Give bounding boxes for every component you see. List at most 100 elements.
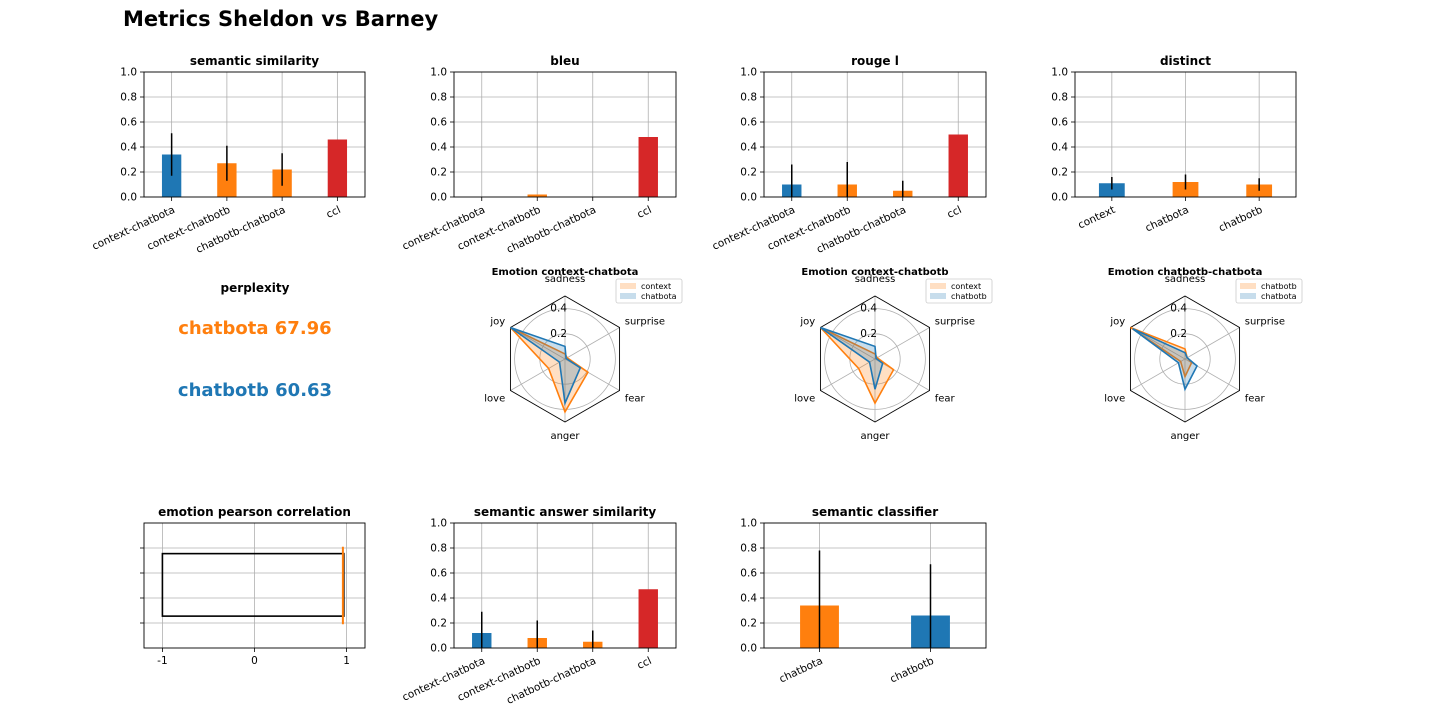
- radar-axis-label-joy: joy: [1109, 317, 1125, 328]
- xtick-label: chatbotb: [1217, 204, 1265, 235]
- chart-title: semantic classifier: [812, 505, 938, 519]
- radar-axis-label-anger: anger: [550, 431, 580, 442]
- legend-box: [925, 278, 993, 304]
- bar-ccl: [327, 139, 348, 197]
- radar-axis-label-joy: joy: [489, 317, 505, 328]
- ytick-label: 1.0: [430, 67, 447, 79]
- legend-box: [615, 278, 683, 304]
- plot-frame: [453, 71, 677, 198]
- ytick-label: 1.0: [430, 518, 447, 530]
- bar-context-chatbotb: [527, 194, 547, 197]
- radar-series-chatbotb: [819, 326, 884, 390]
- bar-ccl: [638, 137, 658, 197]
- radar-axis-label-sadness: sadness: [1165, 274, 1206, 285]
- ytick-label: 0.8: [1051, 92, 1068, 104]
- ytick-label: 0.6: [740, 568, 757, 580]
- legend-label: context: [951, 282, 981, 291]
- ytick-label: 0.6: [740, 117, 757, 129]
- perplexity-value: chatbota 67.96: [178, 318, 331, 339]
- xtick-label: chatbota: [777, 655, 824, 686]
- bar-ccl: [948, 134, 968, 197]
- radar-axis-label-anger: anger: [1170, 431, 1200, 442]
- radar-axis-label-fear: fear: [625, 394, 646, 405]
- chart-semantic-similarity: 0.00.20.40.60.81.0context-chatbotacontex…: [90, 54, 366, 256]
- ytick-label: 0.0: [740, 643, 757, 655]
- ytick-label: 0.4: [430, 593, 447, 605]
- chart-title: distinct: [1160, 54, 1211, 68]
- plot-frame: [143, 522, 366, 649]
- ytick-label: 0.4: [1051, 142, 1068, 154]
- radar-spoke: [1184, 327, 1240, 360]
- chart-emotion-pearson-correlation: -1 0 1 emotion pearson correlation: [140, 505, 366, 667]
- box: [161, 552, 345, 617]
- ytick-label: 0.4: [740, 142, 757, 154]
- legend-swatch-chatbota: [1240, 293, 1256, 299]
- radar-axis-label-fear: fear: [935, 394, 956, 405]
- bar-ccl: [638, 589, 658, 648]
- xtick-label: chatbotb: [888, 655, 936, 686]
- radar-axis-label-fear: fear: [1245, 394, 1266, 405]
- xtick-label: ccl: [635, 204, 653, 221]
- radar-spoke: [510, 358, 566, 391]
- plot-frame: [1074, 71, 1297, 198]
- legend-swatch-chatbota: [620, 293, 636, 299]
- chart-title: Emotion context-chatbota: [492, 267, 639, 278]
- xtick-label: chatbota: [1143, 204, 1190, 235]
- chart-emotion-context-chatbota: 0.2 0.4 sadness surprise fear anger love joy Emo…: [484, 267, 683, 442]
- radar-rtick-label: 0.2: [550, 328, 567, 340]
- chart-title: Emotion context-chatbotb: [801, 267, 948, 278]
- perplexity-title: perplexity: [221, 281, 290, 295]
- xtick-label: ccl: [324, 204, 342, 221]
- ytick-label: 1.0: [120, 67, 137, 79]
- plot-frame: [763, 71, 987, 198]
- chart-title: semantic similarity: [190, 54, 319, 68]
- chart-emotion-context-chatbotb: 0.2 0.4 sadness surprise fear anger love joy Emo…: [794, 267, 993, 442]
- radar-axis-label-anger: anger: [860, 431, 890, 442]
- legend-swatch-chatbotb: [930, 293, 946, 299]
- radar-rtick-label: 0.4: [1170, 303, 1187, 315]
- radar-spoke: [1130, 358, 1186, 391]
- legend-label: chatbotb: [1261, 282, 1297, 291]
- legend-label: chatbota: [1261, 292, 1297, 301]
- radar-axis-label-joy: joy: [799, 317, 815, 328]
- ytick-label: 0.6: [430, 117, 447, 129]
- ytick-label: 0.2: [740, 167, 757, 179]
- xtick-label: 0: [251, 655, 258, 667]
- radar-spoke: [820, 358, 876, 391]
- radar-series-chatbota: [509, 326, 582, 407]
- legend-swatch-context: [930, 283, 946, 289]
- ytick-label: 0.2: [120, 167, 137, 179]
- plot-frame: [143, 71, 366, 198]
- ytick-label: 0.6: [430, 568, 447, 580]
- radar-spoke: [564, 327, 620, 360]
- chart-semantic-classifier: 0.0 0.2 0.4 0.6 0.8 1.0 chatbota chatbotb semant…: [740, 505, 987, 686]
- plot-frame: [763, 522, 987, 649]
- ytick-label: 0.8: [740, 543, 757, 555]
- chart-distinct: 0.0 0.2 0.4 0.6 0.8 1.0 context chatbota chatbot…: [1051, 54, 1297, 235]
- radar-rtick-label: 0.4: [550, 303, 567, 315]
- chart-bleu: 0.00.20.40.60.81.0context-chatbotacontex…: [400, 54, 677, 256]
- legend-swatch-context: [620, 283, 636, 289]
- chart-title: Emotion chatbotb-chatbota: [1108, 267, 1263, 278]
- ytick-label: 0.8: [430, 543, 447, 555]
- radar-axis-label-love: love: [484, 394, 505, 405]
- ytick-label: 0.2: [430, 618, 447, 630]
- xtick-label: -1: [157, 655, 167, 667]
- ytick-label: 0.2: [740, 618, 757, 630]
- bar-context: [1098, 183, 1125, 197]
- legend-box: [1235, 278, 1303, 304]
- radar-axis-label-love: love: [794, 394, 815, 405]
- ytick-label: 0.0: [1051, 192, 1068, 204]
- ytick-label: 0.0: [740, 192, 757, 204]
- ytick-label: 0.4: [430, 142, 447, 154]
- ytick-label: 0.6: [120, 117, 137, 129]
- radar-rtick-label: 0.4: [860, 303, 877, 315]
- xtick-label: 1: [343, 655, 350, 667]
- ytick-label: 0.4: [740, 593, 757, 605]
- radar-axis-label-surprise: surprise: [625, 317, 665, 328]
- xtick-label: ccl: [635, 655, 653, 672]
- legend-label: chatbota: [641, 292, 677, 301]
- ytick-label: 0.8: [120, 92, 137, 104]
- ytick-label: 0.0: [430, 192, 447, 204]
